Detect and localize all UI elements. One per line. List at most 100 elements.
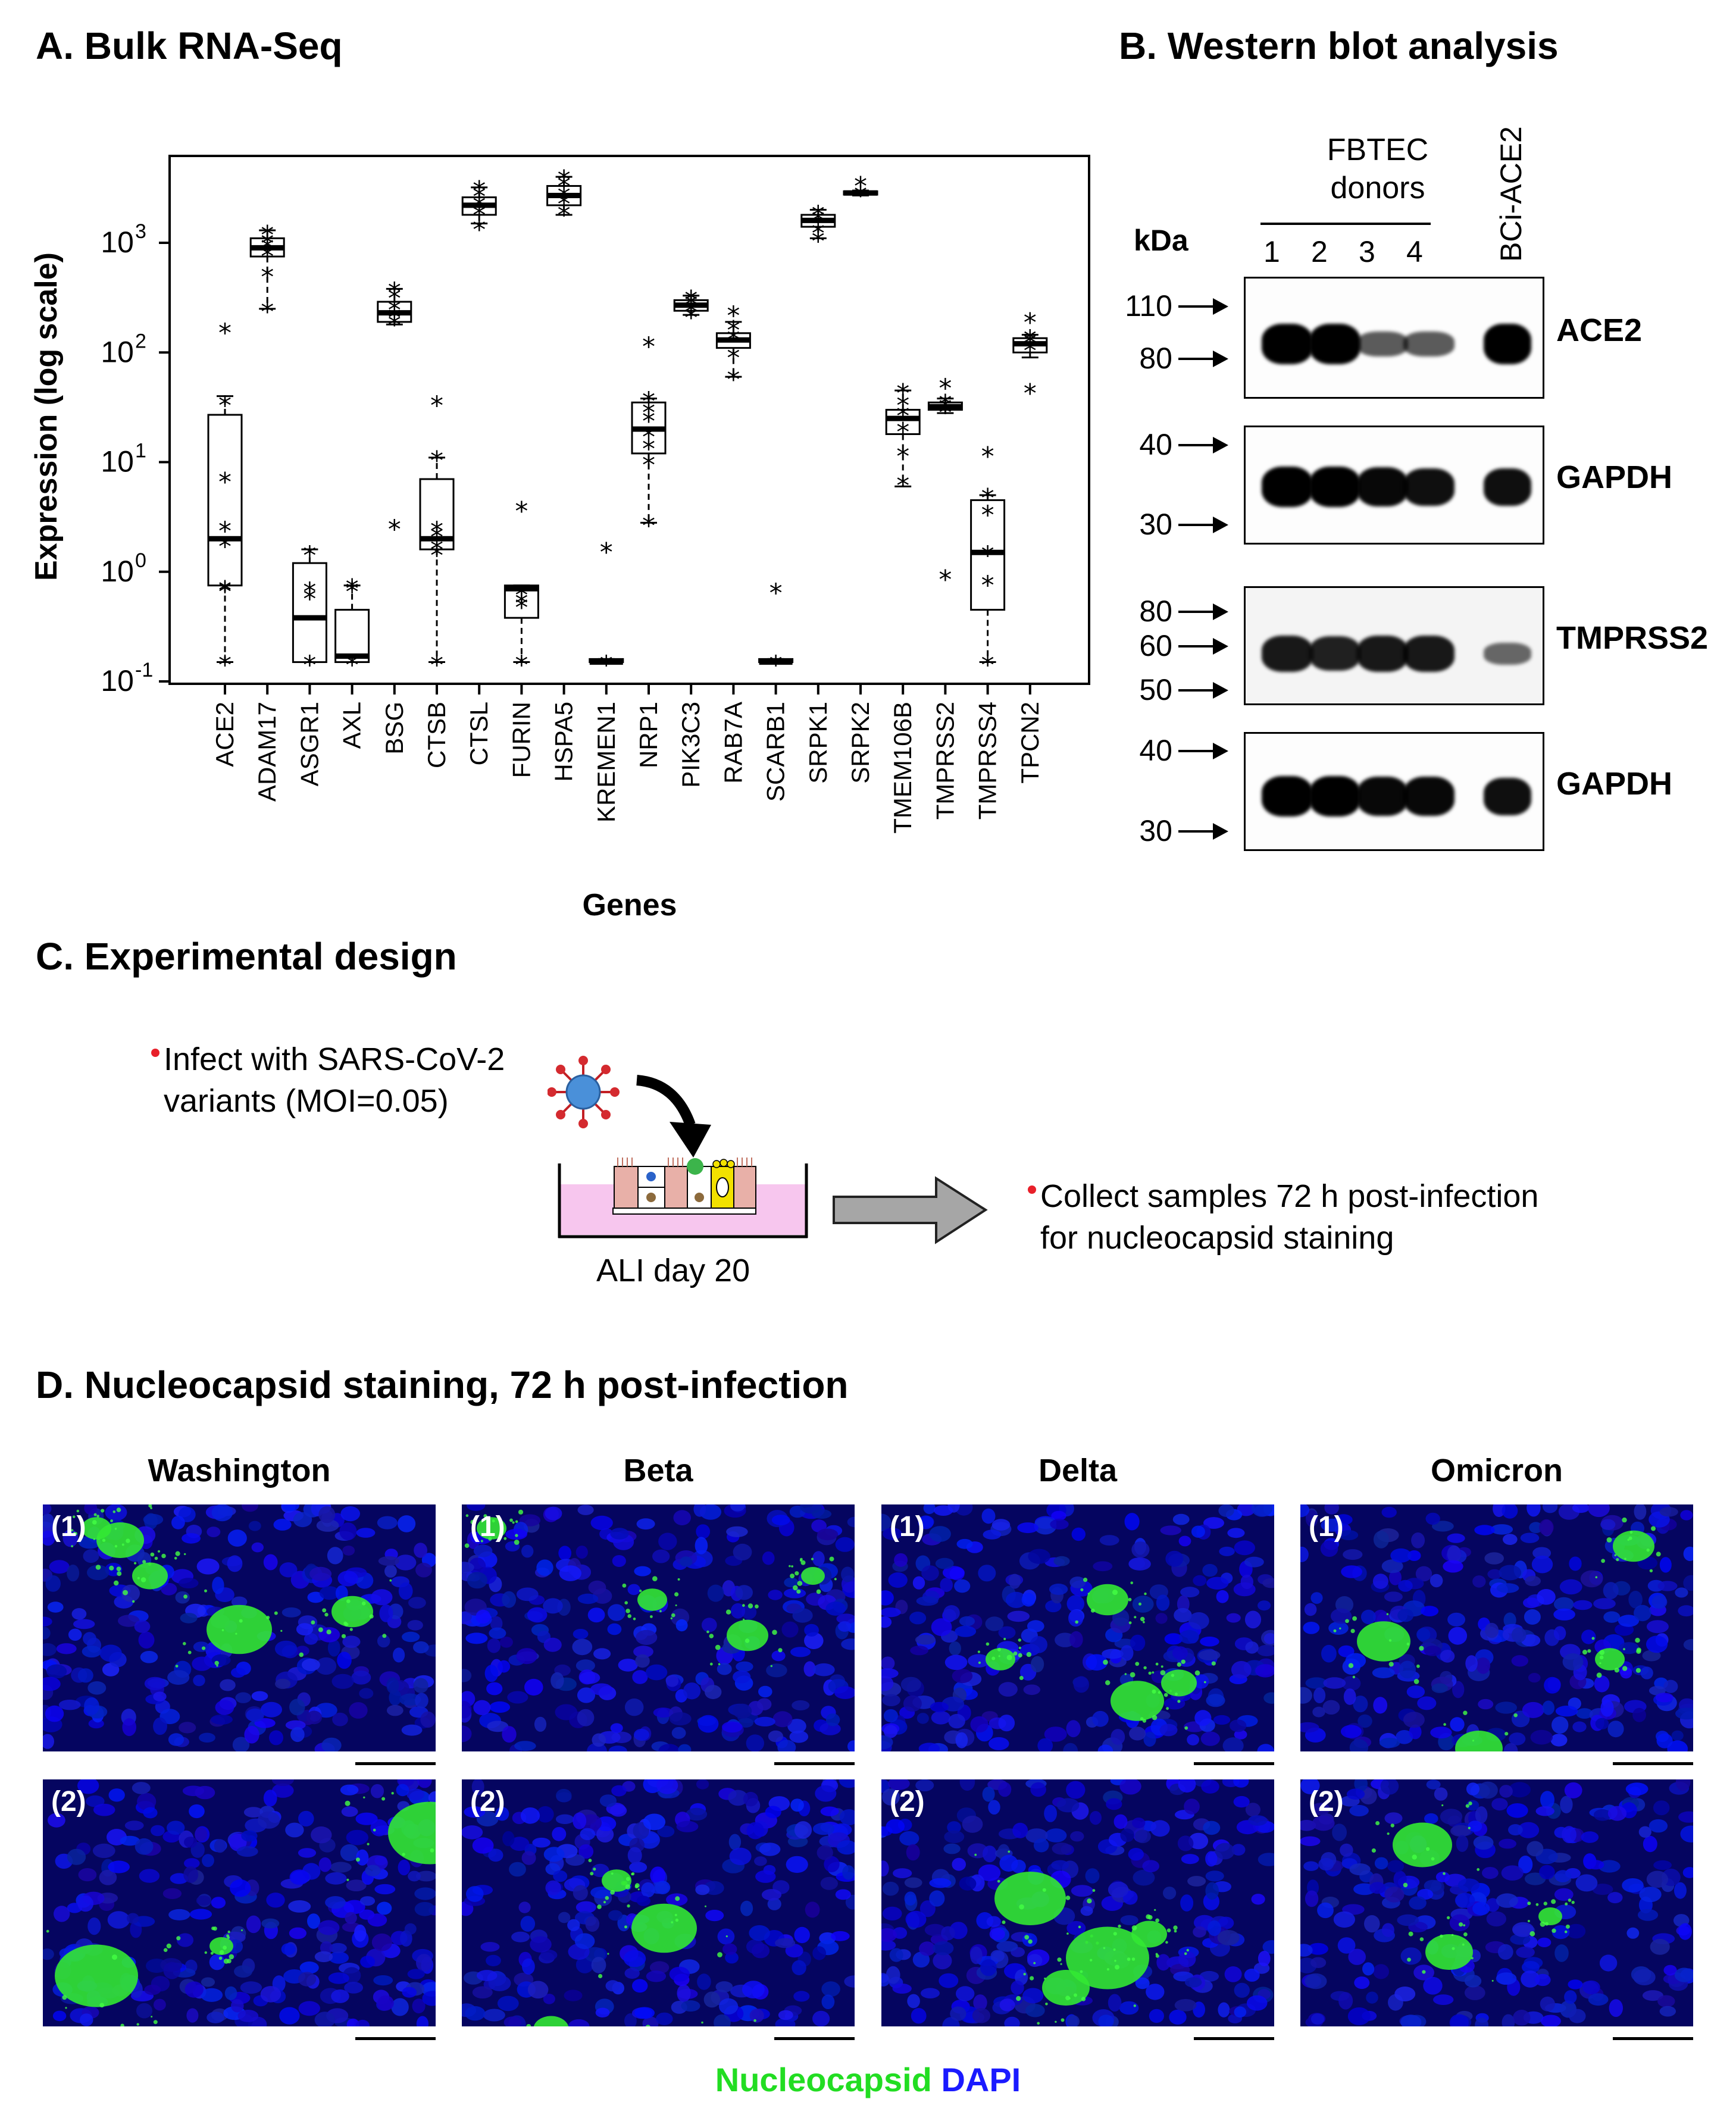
marker-arrow-shaft xyxy=(1178,524,1214,526)
micrograph-image xyxy=(462,1779,855,2026)
virus-icon xyxy=(548,1056,620,1128)
marker-arrow-shaft xyxy=(1178,611,1214,613)
y-tick-exponent: 2 xyxy=(135,330,146,352)
protein-label-ace2: ACE2 xyxy=(1556,312,1643,348)
marker-arrow-icon xyxy=(1213,437,1228,453)
data-point: * xyxy=(939,393,952,424)
data-point: * xyxy=(430,390,443,421)
ali-day-label: ALI day 20 xyxy=(596,1253,750,1288)
data-point: * xyxy=(558,171,571,202)
protein-label-tmprss2: TMPRSS2 xyxy=(1556,620,1709,656)
data-point: * xyxy=(388,310,401,340)
nucleocapsid-signal xyxy=(1357,1621,1410,1662)
blot-gapdh-3 xyxy=(1244,732,1544,851)
panel-c-title: C. Experimental design xyxy=(36,935,457,978)
scale-bar xyxy=(1194,1762,1274,1765)
data-point: * xyxy=(515,593,528,623)
box-furin: ***** xyxy=(503,496,539,681)
marker-40-kda: 40 xyxy=(1139,734,1172,767)
data-point: * xyxy=(346,650,359,681)
collect-bullet xyxy=(1028,1185,1036,1194)
boxes-group: ****************************************… xyxy=(207,165,1048,681)
data-point: * xyxy=(473,182,486,212)
nucleocapsid-signal xyxy=(209,1937,233,1955)
box-srpk1: **** xyxy=(800,201,836,256)
legend-dapi: DAPI xyxy=(941,2061,1021,2098)
lane-1-label: 1 xyxy=(1263,235,1280,268)
y-tick-exponent: 0 xyxy=(135,549,146,572)
blot-gapdh-1 xyxy=(1244,426,1544,545)
band-lane-4 xyxy=(1403,468,1455,506)
band-lane-2 xyxy=(1309,776,1360,817)
infect-text-line1: Infect with SARS-CoV-2 xyxy=(164,1041,505,1077)
data-point: * xyxy=(896,378,909,409)
data-point: * xyxy=(261,262,274,292)
micrograph-image xyxy=(43,1504,436,1751)
data-point: * xyxy=(642,422,655,452)
marker-arrow-icon xyxy=(1213,682,1228,699)
y-tick-label: 10 xyxy=(101,664,134,697)
data-point: * xyxy=(303,584,316,615)
data-point: * xyxy=(812,226,825,256)
y-tick-label: 10 xyxy=(101,335,134,368)
micrograph-row-label: (1) xyxy=(470,1511,505,1543)
data-point: * xyxy=(642,434,655,465)
data-point: * xyxy=(388,295,401,326)
data-point: * xyxy=(684,297,697,327)
x-tick-label: SCARB1 xyxy=(762,702,790,802)
band-lane-5 xyxy=(1484,642,1531,665)
data-point: * xyxy=(218,516,232,546)
data-point: * xyxy=(981,571,994,601)
data-point: * xyxy=(727,365,740,395)
box-tmprss2: ***** xyxy=(927,374,963,595)
culture-diagram xyxy=(548,1056,808,1238)
nucleocapsid-signal xyxy=(82,1517,111,1540)
blot-tmprss2-2 xyxy=(1244,586,1544,705)
data-point: * xyxy=(388,277,401,307)
data-point: * xyxy=(261,233,274,264)
band-lane-3 xyxy=(1357,331,1408,356)
data-point: * xyxy=(430,446,443,476)
marker-arrow-icon xyxy=(1213,603,1228,620)
data-point: * xyxy=(684,303,697,333)
data-point: * xyxy=(261,220,274,251)
variant-title-delta: Delta xyxy=(1038,1453,1118,1488)
micrograph-delta-2: (2) xyxy=(881,1779,1274,2026)
box-iqr xyxy=(292,562,327,664)
marker-arrow-icon xyxy=(1213,823,1228,840)
collect-text-line1: Collect samples 72 h post-infection xyxy=(1040,1178,1539,1214)
marker-arrow-icon xyxy=(1213,743,1228,759)
micrograph-row-label: (2) xyxy=(890,1786,925,1818)
nucleocapsid-signal xyxy=(1042,1970,1090,2006)
micrograph-row-label: (1) xyxy=(1309,1511,1344,1543)
data-point: * xyxy=(981,483,994,514)
box-iqr xyxy=(334,609,370,664)
data-point: * xyxy=(1024,324,1037,355)
micrograph-beta-1: (1) xyxy=(462,1504,855,1751)
band-lane-1 xyxy=(1262,635,1313,672)
micrograph-omicron-1: (1) xyxy=(1300,1504,1693,1751)
scale-bar xyxy=(1613,1762,1693,1765)
marker-arrow-icon xyxy=(1213,638,1228,655)
y-axis-label: Expression (log scale) xyxy=(29,252,64,581)
infection-arrow xyxy=(636,1075,711,1158)
marker-arrow-shaft xyxy=(1178,645,1214,647)
box-tpcn2: ***** xyxy=(1012,308,1048,409)
fbtec-label-line2: donors xyxy=(1330,171,1425,205)
micrograph-image xyxy=(881,1779,1274,2026)
data-point: * xyxy=(854,171,867,202)
x-tick-label: CTSB xyxy=(423,702,451,768)
data-point: * xyxy=(684,290,697,320)
data-point: * xyxy=(896,442,909,472)
scale-bar xyxy=(774,2037,855,2040)
micrograph-delta-1: (1) xyxy=(881,1504,1274,1751)
nucleocapsid-signal xyxy=(1595,1648,1625,1671)
nucleocapsid-signal xyxy=(1455,1731,1503,1751)
fbtec-label-line1: FBTEC xyxy=(1327,133,1429,167)
data-point: * xyxy=(642,387,655,417)
panel-d-title: D. Nucleocapsid staining, 72 h post-infe… xyxy=(36,1363,849,1406)
box-nrp1: ******** xyxy=(631,332,667,541)
x-tick-label: TPCN2 xyxy=(1016,702,1044,784)
marker-110-kda: 110 xyxy=(1125,289,1172,323)
